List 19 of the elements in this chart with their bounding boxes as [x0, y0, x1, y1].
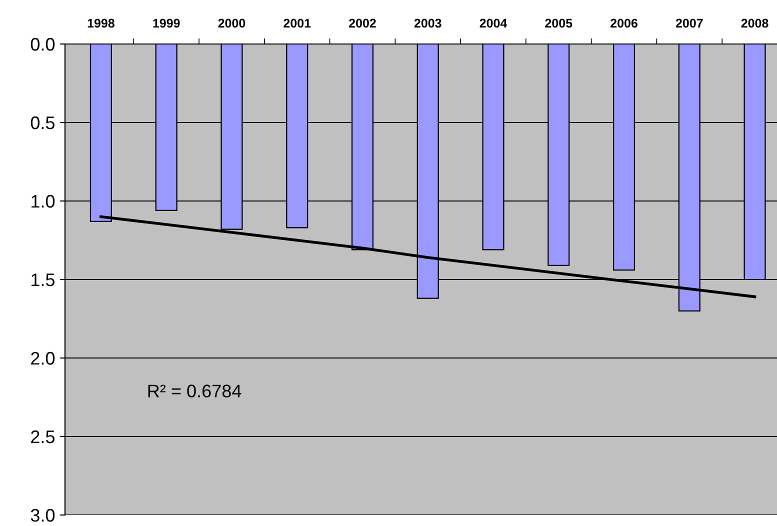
y-tick-label: 3.0	[30, 508, 55, 522]
y-tick-label: 2.5	[31, 430, 55, 444]
x-tick-label: 2001	[284, 18, 311, 28]
x-tick-label: 2006	[610, 18, 638, 28]
x-tick-label: 1998	[88, 18, 114, 28]
x-tick-label: 2004	[480, 18, 508, 28]
y-tick-label: 0.0	[30, 38, 55, 51]
x-tick-label: 2003	[414, 18, 442, 28]
y-tick-label: 0.5	[30, 116, 55, 130]
x-tick-label: 1999	[153, 18, 180, 28]
y-tick-label: 1.5	[32, 274, 55, 286]
annotation: R² = 0.6784	[148, 384, 242, 398]
x-tick-label: 2005	[545, 18, 572, 28]
x-tick-label: 2008	[741, 18, 768, 28]
y-tick-label: 2.0	[31, 352, 55, 365]
x-tick-label: 2000	[218, 18, 246, 28]
x-tick-label: 2007	[676, 18, 703, 28]
x-tick-label: 2002	[349, 18, 376, 28]
y-tick-label: 1.0	[32, 194, 55, 208]
